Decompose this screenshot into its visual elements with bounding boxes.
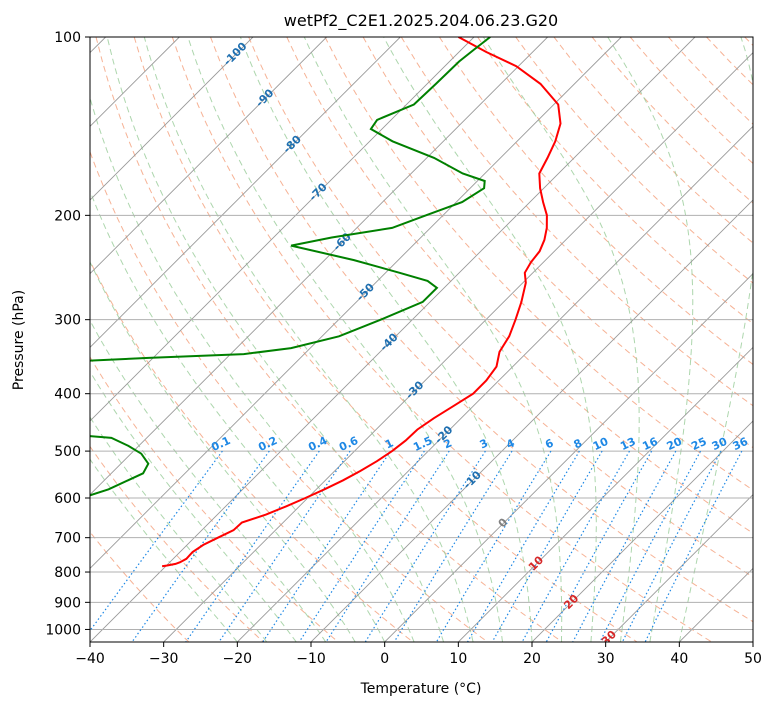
y-tick-label: 500 — [54, 444, 81, 460]
moist-adiabat-line — [90, 260, 356, 642]
y-tick-label: 800 — [54, 565, 81, 581]
moist-adiabat-line — [303, 37, 563, 642]
mixing-ratio-label: 13 — [618, 435, 637, 453]
mixing-ratio-line — [545, 450, 653, 642]
temperature-profile-line — [161, 37, 562, 568]
moist-adiabat-line — [90, 370, 297, 642]
plot-frame — [89, 36, 754, 643]
mixing-ratio-line — [491, 450, 603, 642]
isotherm-line — [90, 37, 327, 275]
dry-adiabat-line — [477, 37, 753, 325]
mixing-ratio-line — [298, 450, 425, 642]
moist-adiabat-line — [187, 37, 503, 642]
y-tick-label: 200 — [54, 208, 81, 224]
isotherms — [90, 37, 753, 642]
pressure-gridlines — [90, 37, 753, 630]
moist-adiabat-line — [106, 37, 445, 642]
profile-series — [90, 37, 562, 568]
isotherm-line — [90, 37, 475, 422]
y-tick-label: 300 — [54, 313, 81, 329]
isotherm-line — [237, 125, 753, 642]
moist-adiabat-line — [90, 416, 268, 642]
x-tick-label: −40 — [75, 651, 105, 667]
mixing-ratio-line — [621, 450, 722, 642]
dry-adiabat-line — [438, 37, 753, 366]
mixing-ratio-label: 36 — [731, 435, 751, 453]
isotherm-line — [384, 273, 753, 642]
moist-adiabat-line — [383, 37, 597, 642]
mixing-ratio-label: 10 — [591, 435, 611, 453]
dry-adiabat-line — [133, 37, 638, 642]
dewpoint-profile-line — [90, 37, 491, 497]
dry-adiabats — [90, 37, 753, 642]
x-tick-label: 50 — [744, 651, 762, 667]
isotherm-line — [90, 37, 254, 201]
mixing-ratio-lines — [90, 450, 743, 642]
dry-adiabat-line — [90, 356, 339, 642]
x-tick-label: 20 — [523, 651, 541, 667]
mixing-ratio-label: 20 — [665, 435, 685, 453]
y-tick-label: 900 — [54, 595, 81, 611]
x-tick-label: 0 — [380, 651, 389, 667]
dry-adiabat-line — [248, 37, 753, 578]
x-axis: −40 −30 −20 −10 0 10 20 30 40 50 — [75, 642, 762, 667]
dry-adiabat-line — [210, 37, 753, 623]
isotherm-line — [90, 37, 401, 348]
y-axis: 100 200 300 400 500 600 700 800 900 1000 — [45, 30, 90, 638]
isotherm-line — [458, 346, 753, 642]
moist-adiabat-line — [143, 37, 474, 642]
x-tick-label: −10 — [296, 651, 326, 667]
mixing-ratio-label: 30 — [710, 435, 730, 453]
dry-adiabat-line — [324, 37, 753, 491]
mixing-ratio-line — [90, 450, 223, 632]
y-axis-label: Pressure (hPa) — [11, 290, 27, 390]
moist-adiabat-line — [90, 458, 238, 642]
x-tick-label: −30 — [149, 651, 179, 667]
y-tick-label: 700 — [54, 531, 81, 547]
dry-adiabat-line — [90, 445, 264, 642]
mixing-ratio-line — [393, 450, 513, 642]
mixing-ratio-line — [572, 450, 677, 642]
mixing-ratio-line — [262, 450, 392, 642]
chart-title: wetPf2_C2E1.2025.204.06.23.G20 — [284, 11, 558, 31]
moist-adiabat-line — [678, 37, 753, 642]
mixing-ratio-line — [644, 450, 743, 642]
mixing-ratio-line — [521, 450, 631, 642]
dry-adiabat-line — [95, 37, 563, 642]
moist-adiabat-line — [90, 189, 386, 642]
moist-adiabat-line — [607, 37, 694, 642]
x-tick-label: −20 — [223, 651, 253, 667]
mixing-ratio-label: 25 — [689, 435, 708, 453]
mixing-ratio-label: 16 — [640, 435, 660, 453]
mixing-ratio-line — [185, 450, 320, 642]
mixing-ratio-line — [218, 450, 351, 642]
x-tick-label: 40 — [670, 651, 688, 667]
isotherm-line — [310, 199, 753, 642]
isotherm-line — [163, 52, 753, 642]
x-tick-label: 10 — [449, 651, 467, 667]
moist-adiabat-line — [90, 319, 327, 642]
dry-adiabat-line — [171, 37, 712, 642]
x-axis-label: Temperature (°C) — [360, 681, 482, 697]
mixing-ratio-line — [599, 450, 702, 642]
isotherm-line — [531, 420, 753, 642]
x-tick-label: 30 — [597, 651, 615, 667]
y-tick-label: 100 — [54, 30, 81, 46]
moist-adiabat-line — [482, 37, 640, 642]
moist-adiabats — [90, 37, 753, 642]
dry-adiabat-line — [90, 150, 488, 642]
isotherm-line — [605, 494, 753, 642]
isotherm-line — [90, 37, 696, 642]
moist-adiabat-line — [90, 96, 415, 642]
isotherm-line — [90, 37, 622, 569]
y-tick-label: 400 — [54, 387, 81, 403]
y-tick-label: 1000 — [45, 622, 81, 638]
y-tick-label: 600 — [54, 491, 81, 507]
isotherm-line — [90, 37, 548, 496]
moist-adiabat-line — [239, 37, 533, 642]
